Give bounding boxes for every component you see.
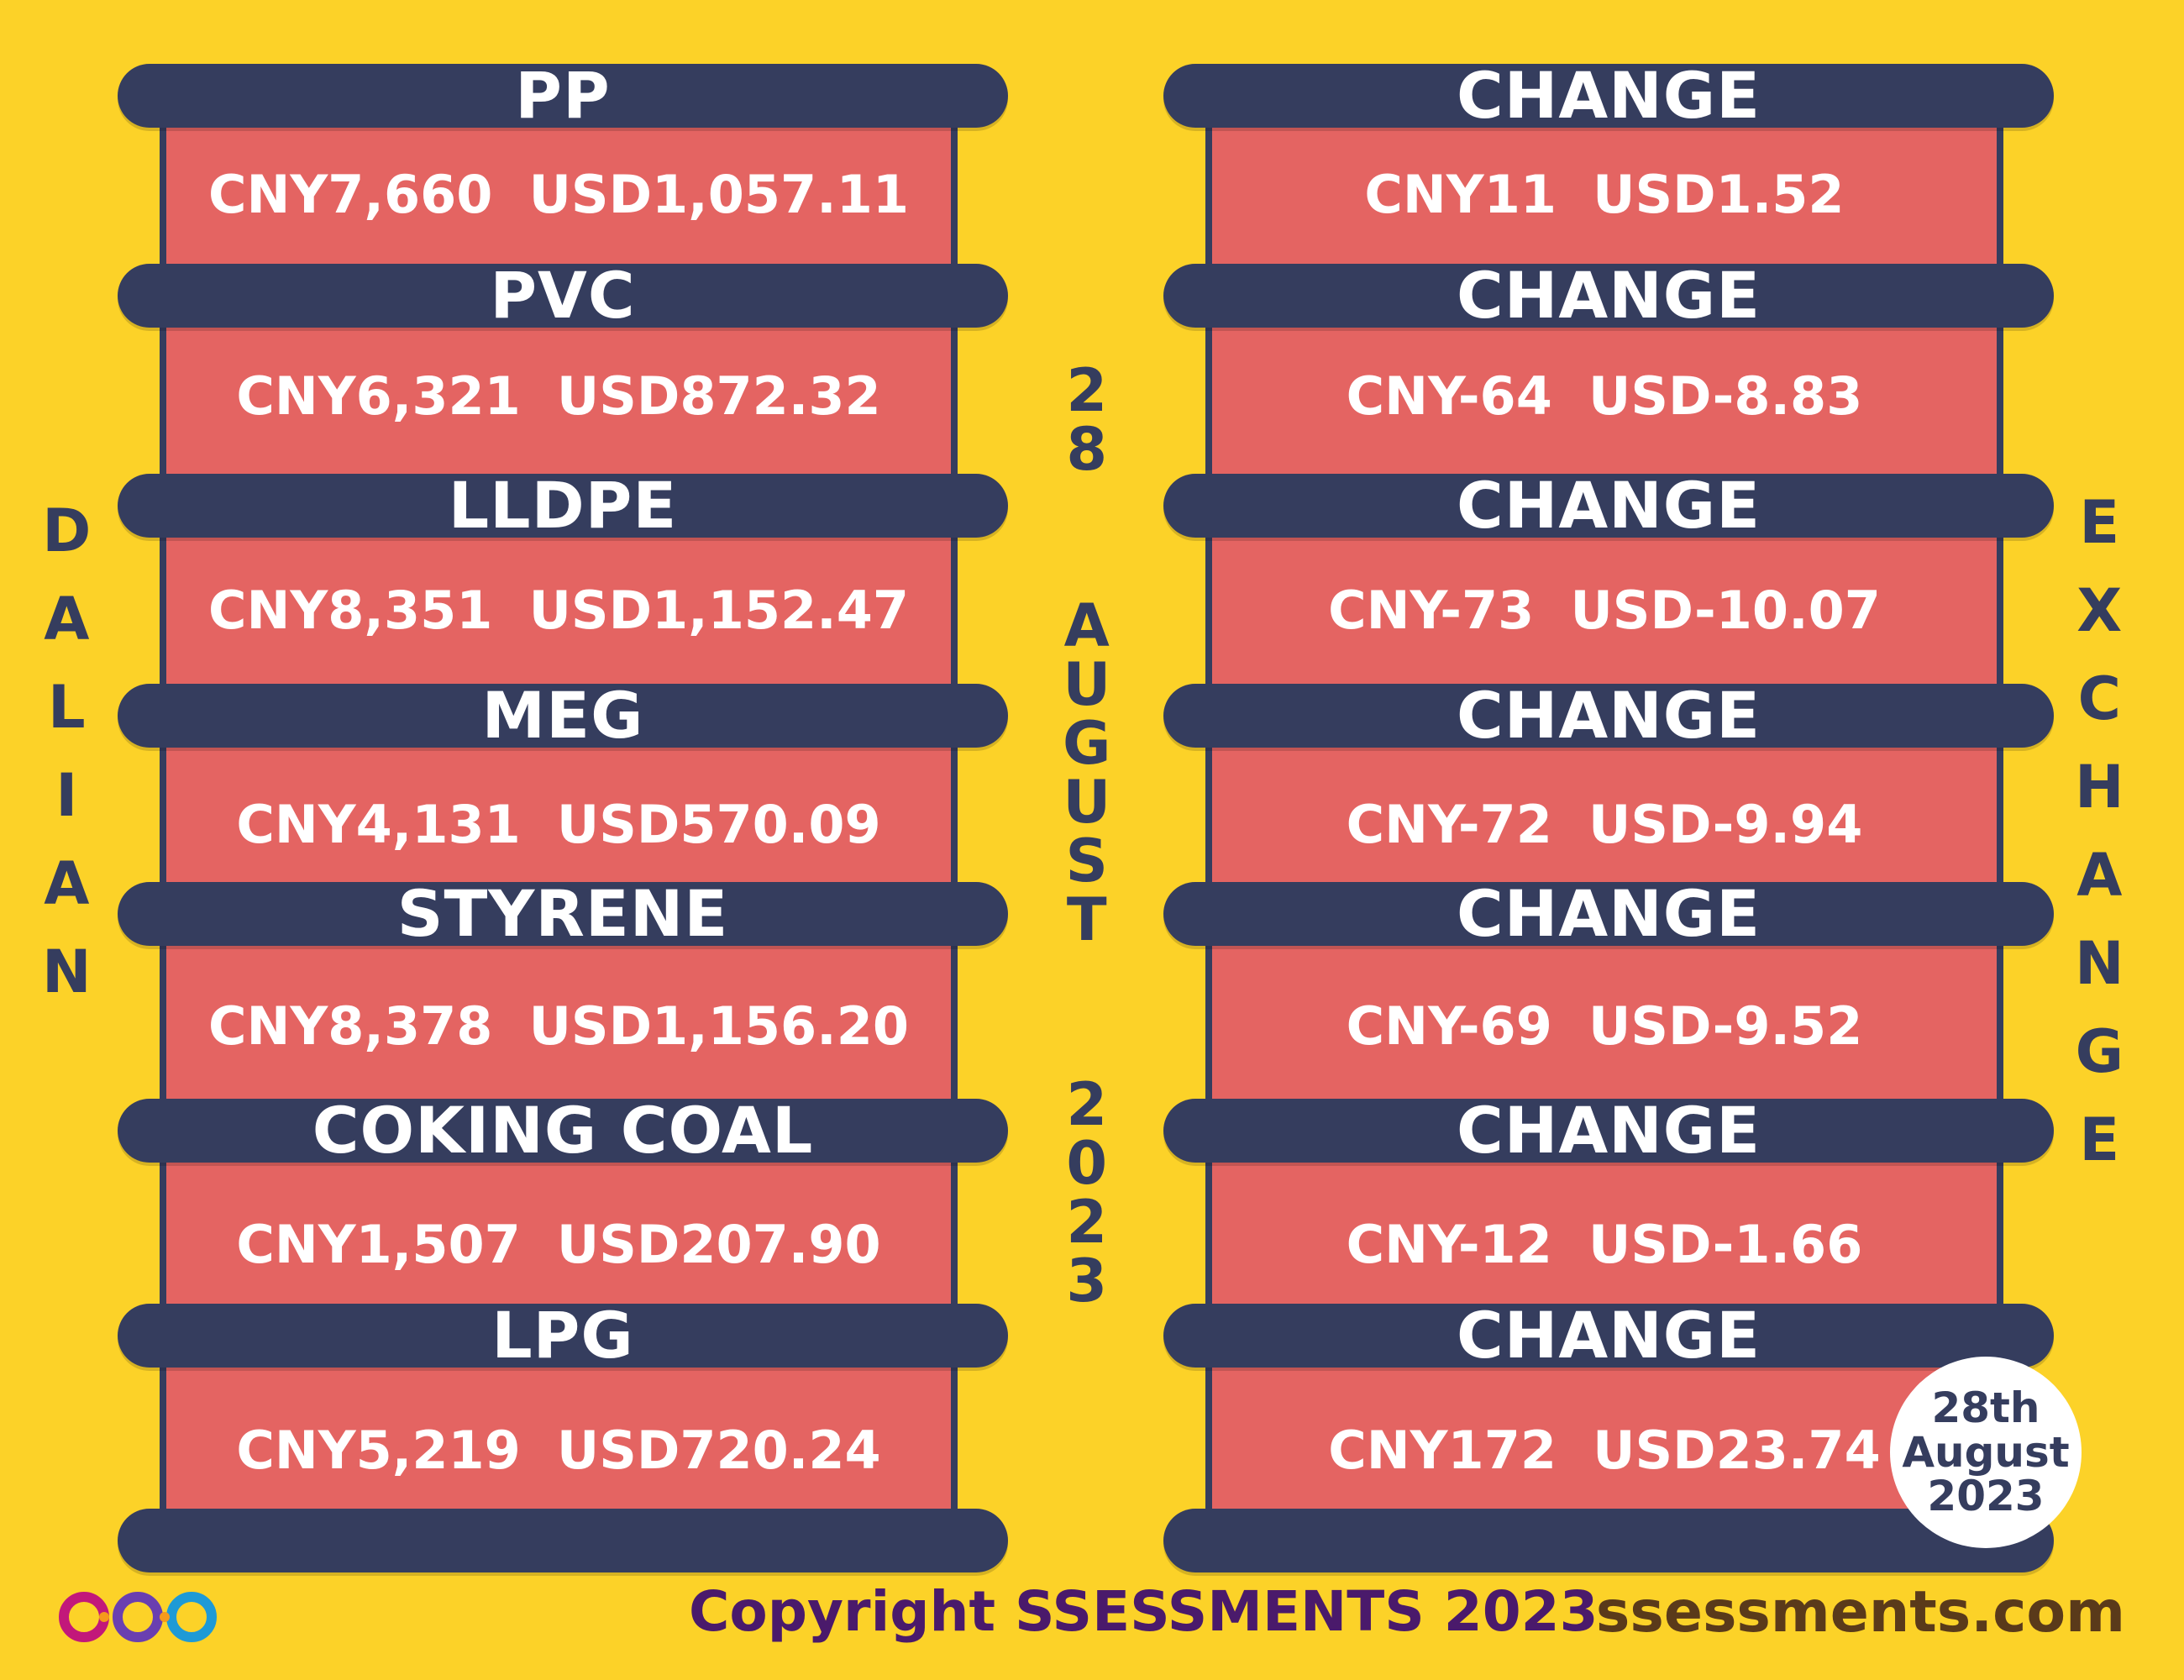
- date-char: A: [1063, 591, 1110, 660]
- date-char: 2: [1066, 1188, 1108, 1257]
- copyright-text: Copyright SSESSMENTS 2023: [689, 1579, 1599, 1644]
- commodity-name-bar: PP: [118, 64, 1008, 128]
- change-panel: CNY-73 USD-10.07: [1205, 517, 2003, 702]
- dalian-vertical-label: D A L I A N: [42, 487, 92, 1016]
- change-label-bar: CHANGE: [1163, 1099, 2054, 1163]
- price-panel: CNY6,321 USD872.32: [160, 307, 958, 484]
- date-char: 0: [1066, 1129, 1108, 1198]
- dalian-letter: I: [55, 761, 78, 830]
- badge-line: August: [1902, 1427, 2070, 1477]
- exchange-letter: H: [2075, 753, 2124, 822]
- change-label-bar: CHANGE: [1163, 1304, 2054, 1368]
- change-label-bar: CHANGE: [1163, 474, 2054, 538]
- infinity-logo-icon: [52, 1592, 228, 1642]
- bottom-bar: [1163, 1509, 2054, 1572]
- date-badge: 28th August 2023: [1890, 1357, 2082, 1548]
- exchange-letter: E: [2079, 488, 2120, 557]
- exchange-letter: N: [2075, 929, 2124, 998]
- dalian-letter: A: [44, 849, 90, 918]
- date-char: 2: [1066, 1070, 1108, 1139]
- change-label-bar: CHANGE: [1163, 64, 2054, 128]
- exchange-vertical-label: E X C H A N G E: [2075, 479, 2124, 1184]
- change-panel: CNY-64 USD-8.83: [1205, 307, 2003, 484]
- dalian-letter: N: [42, 937, 92, 1006]
- dalian-letter: L: [47, 673, 86, 742]
- dalian-letter: D: [42, 496, 92, 565]
- exchange-letter: A: [2076, 841, 2123, 910]
- dalian-letter: A: [44, 585, 90, 654]
- date-char: G: [1063, 709, 1111, 778]
- change-panel: CNY11 USD1.52: [1205, 114, 2003, 274]
- change-panel: CNY-69 USD-9.52: [1205, 925, 2003, 1126]
- change-label-bar: CHANGE: [1163, 882, 2054, 946]
- commodity-name-bar: LLDPE: [118, 474, 1008, 538]
- exchange-letter: E: [2079, 1105, 2120, 1174]
- date-char: S: [1065, 827, 1108, 895]
- commodity-name-bar: LPG: [118, 1304, 1008, 1368]
- date-char: U: [1063, 768, 1111, 837]
- date-vertical-label: 2 8 A U G U S T 2 0 2 3: [1063, 361, 1110, 1310]
- date-char: 2: [1066, 356, 1108, 425]
- date-char: U: [1063, 650, 1111, 719]
- commodity-name-bar: COKING COAL: [118, 1099, 1008, 1163]
- change-label-bar: CHANGE: [1163, 264, 2054, 328]
- exchange-letter: C: [2077, 664, 2121, 733]
- badge-line: 28th: [1931, 1383, 2040, 1433]
- commodity-name-bar: MEG: [118, 684, 1008, 748]
- price-panel: CNY8,351 USD1,152.47: [160, 517, 958, 702]
- date-char: T: [1066, 885, 1107, 954]
- badge-line: 2023: [1927, 1472, 2045, 1521]
- exchange-letter: G: [2075, 1017, 2124, 1086]
- price-panel: CNY7,660 USD1,057.11: [160, 114, 958, 274]
- commodity-name-bar: STYRENE: [118, 882, 1008, 946]
- change-label-bar: CHANGE: [1163, 684, 2054, 748]
- price-panel: CNY8,378 USD1,156.20: [160, 925, 958, 1126]
- commodity-name-bar: PVC: [118, 264, 1008, 328]
- date-char: 8: [1066, 415, 1108, 484]
- bottom-bar: [118, 1509, 1008, 1572]
- exchange-letter: X: [2076, 576, 2123, 645]
- date-char: 3: [1066, 1247, 1108, 1315]
- website-link[interactable]: ssessments.com: [1595, 1579, 2125, 1646]
